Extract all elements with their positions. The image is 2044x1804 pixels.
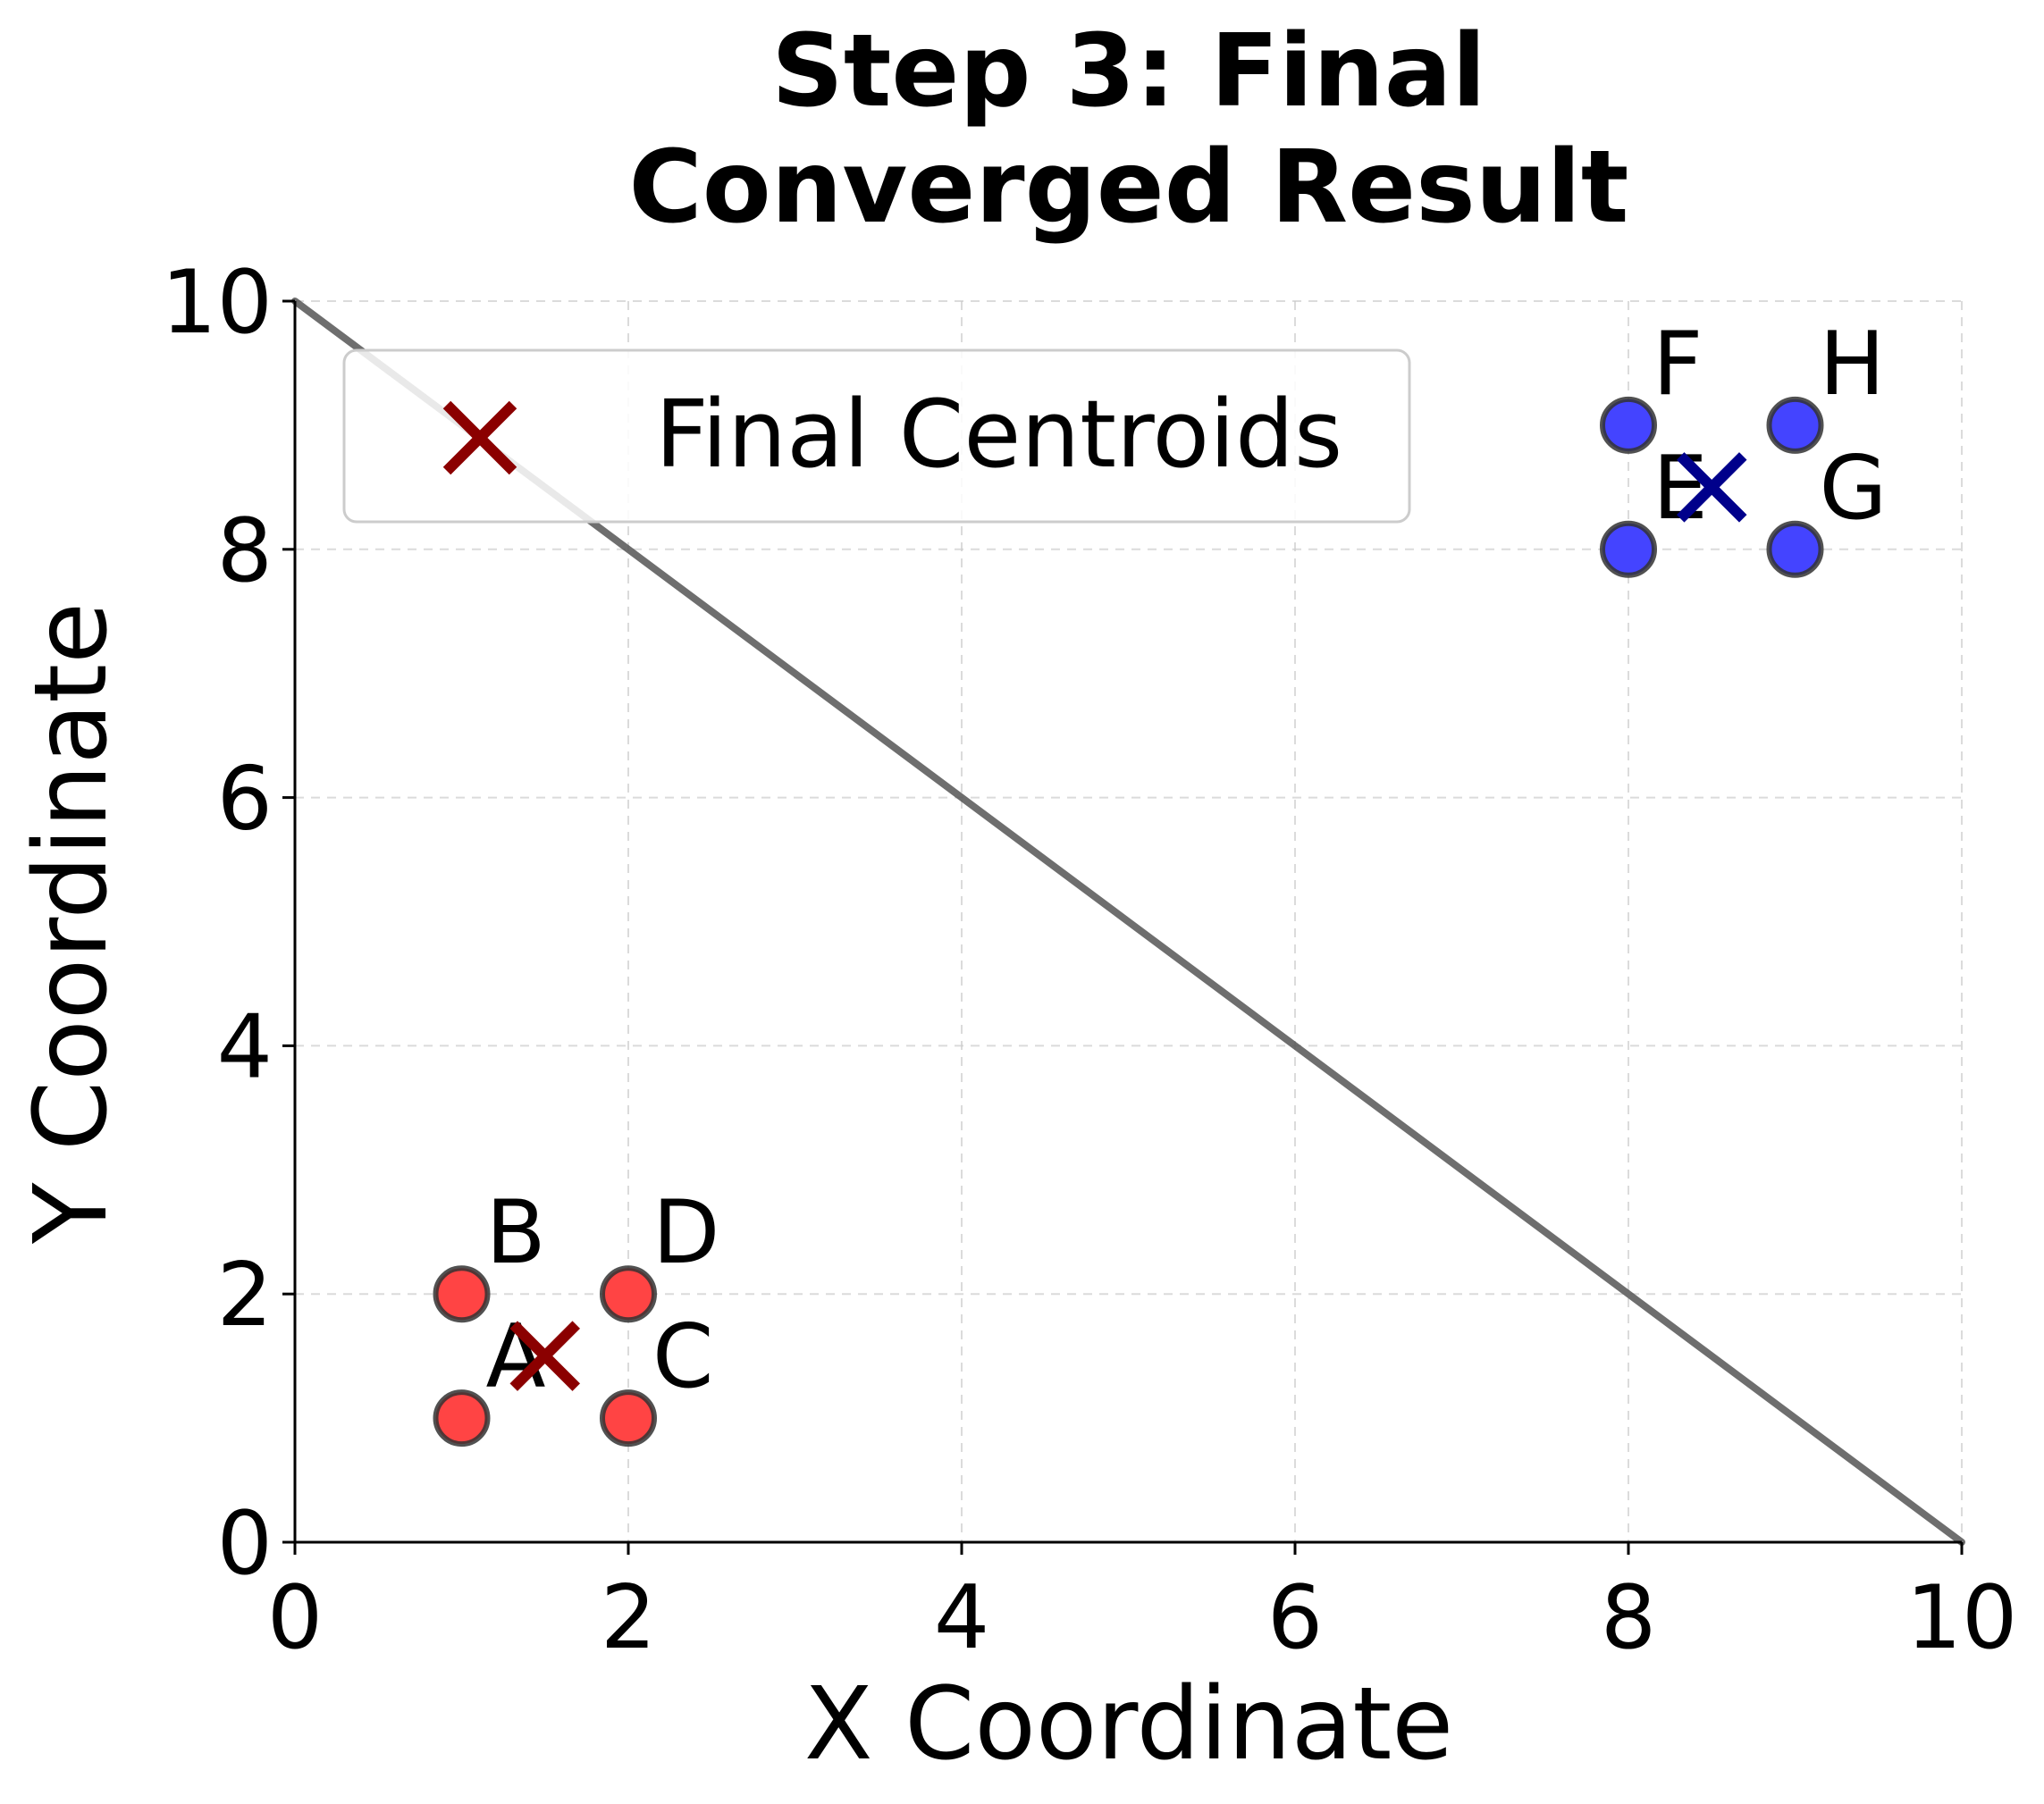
data-point-c	[600, 1389, 657, 1447]
y-tick-label: 8	[217, 500, 273, 602]
data-point-e	[1600, 520, 1657, 578]
point-label-f: F	[1653, 314, 1703, 415]
legend: Final Centroids	[342, 348, 1411, 524]
y-tick-label: 6	[217, 749, 273, 851]
legend-label-final-centroids: Final Centroids	[655, 380, 1342, 489]
point-label-b: B	[486, 1182, 546, 1284]
legend-x-marker	[442, 400, 517, 475]
y-axis-label: Y Coordinate	[13, 602, 130, 1245]
y-tick-label: 10	[161, 252, 273, 354]
data-point-a	[433, 1389, 491, 1447]
legend-frame	[342, 348, 1411, 524]
x-tick-label: 4	[934, 1567, 989, 1669]
data-point-g	[1766, 520, 1824, 578]
tick-labels: 0 2 4 6 8 10 0 2 4 6 8 10	[161, 252, 2017, 1669]
data-point-f	[1600, 396, 1657, 454]
x-tick-label: 10	[1906, 1567, 2018, 1669]
data-point-d	[600, 1265, 657, 1323]
y-tick-label: 0	[217, 1493, 273, 1595]
x-axis-label: X Coordinate	[804, 1666, 1453, 1783]
legend-centroid-x-icon	[442, 400, 517, 475]
chart-title-line-1: Step 3: Final	[771, 13, 1486, 130]
x-tick-label: 0	[267, 1567, 323, 1669]
x-tick-label: 6	[1267, 1567, 1323, 1669]
x-tick-label: 2	[601, 1567, 656, 1669]
centroid-x-icon-2	[1677, 452, 1747, 523]
centroid-markers	[509, 452, 1747, 1391]
centroid-x-icon-2-stroke-b	[1677, 452, 1747, 523]
data-point-b	[433, 1265, 491, 1323]
centroid-x-icon-1	[509, 1321, 580, 1391]
data-point-h	[1766, 396, 1824, 454]
point-label-d: D	[652, 1182, 719, 1284]
y-tick-label: 4	[217, 996, 273, 1098]
x-tick-label: 8	[1601, 1567, 1656, 1669]
point-label-c: C	[652, 1306, 713, 1408]
y-tick-label: 2	[217, 1245, 273, 1347]
legend-x-marker-stroke-b	[442, 400, 517, 475]
point-label-h: H	[1820, 314, 1886, 415]
centroid-x-icon-1-stroke-b	[509, 1321, 580, 1391]
chart-title-line-2: Converged Result	[629, 130, 1629, 246]
axes	[293, 301, 1962, 1544]
point-label-g: G	[1820, 438, 1888, 540]
point-label-e: E	[1653, 438, 1708, 540]
chart-title: Step 3: Final Converged Result	[629, 13, 1629, 246]
